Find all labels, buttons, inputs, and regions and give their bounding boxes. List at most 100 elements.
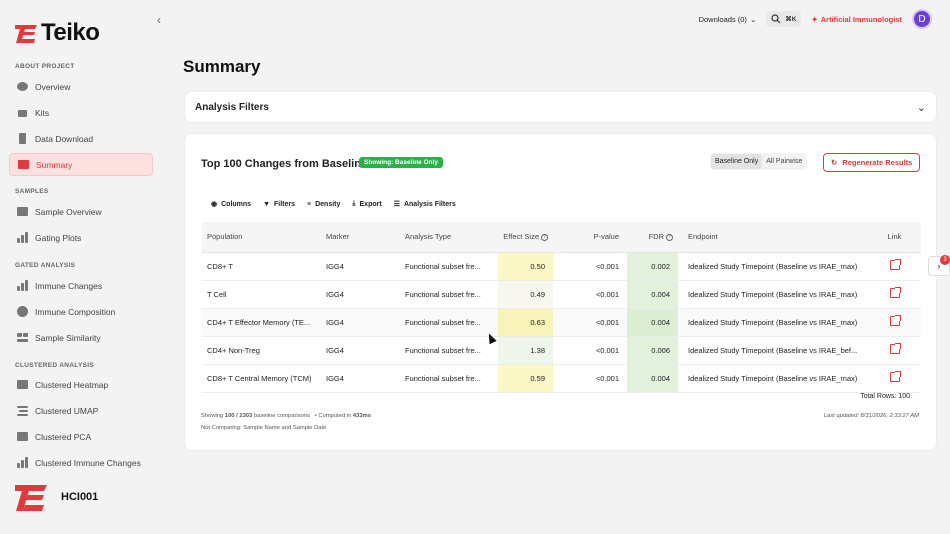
analysis-filters-button[interactable]: ☰ Analysis Filters (393, 200, 456, 209)
analysis-type-cell: Functional subset fre... (400, 308, 498, 337)
external-link-icon[interactable] (889, 371, 901, 382)
project-id: HCI001 (61, 491, 99, 503)
population-cell: T Cell (202, 280, 321, 309)
chevron-right-icon: › (937, 261, 941, 271)
sliders-icon: ☰ (393, 201, 400, 208)
sparkle-icon: ✦ (811, 14, 818, 24)
sidebar-item-label: Summary (36, 159, 73, 170)
results-title: Top 100 Changes from Baseline (201, 158, 368, 170)
density-button[interactable]: ≡ Density (307, 200, 340, 208)
sidebar-item-clustered-immune-changes[interactable]: Clustered Immune Changes (9, 451, 153, 474)
info-icon[interactable]: ? (541, 233, 548, 241)
sidebar-item-immune-changes[interactable]: Immune Changes (9, 274, 153, 297)
teiko-logo[interactable]: Teiko (15, 19, 100, 47)
p-value-cell: <0.001 (553, 336, 627, 365)
sidebar-item-gating-plots[interactable]: Gating Plots (9, 226, 153, 249)
toggle-baseline-only[interactable]: Baseline Only (711, 154, 763, 169)
regenerate-label: Regenerate Results (842, 158, 913, 167)
summary-icon (18, 159, 29, 170)
column-header-endpoint[interactable]: Endpoint (678, 222, 868, 253)
info-icon[interactable]: ? (666, 233, 673, 241)
avatar[interactable]: D (912, 9, 932, 29)
population-cell: CD4+ T Effector Memory (TE... (202, 308, 321, 337)
not-comparing-note: Not Comparing: Sample Name and Sample Da… (201, 425, 327, 431)
project-switcher[interactable]: HCI001 (15, 483, 98, 511)
marker-cell: IGG4 (321, 308, 400, 337)
column-header-analysis-type[interactable]: Analysis Type (400, 222, 498, 253)
sidebar-item-clustered-umap[interactable]: Clustered UMAP (9, 399, 153, 422)
population-cell: CD8+ T Central Memory (TCM) (202, 364, 321, 393)
regenerate-results-button[interactable]: ↻ Regenerate Results (823, 153, 921, 172)
clustered-heatmap-icon (17, 379, 28, 390)
computed-time: 433ms (352, 413, 371, 419)
filters-button[interactable]: ▼ Filters (263, 200, 295, 208)
sidebar-item-label: Clustered Heatmap (35, 379, 109, 390)
external-link-icon[interactable] (889, 287, 901, 298)
table-row[interactable]: CD4+ Non-Treg IGG4 Functional subset fre… (202, 336, 921, 365)
column-header-fdr[interactable]: FDR? (627, 222, 678, 253)
sidebar-item-kits[interactable]: Kits (9, 101, 153, 124)
sidebar-item-clustered-pca[interactable]: Clustered PCA (9, 425, 153, 448)
downloads-dropdown[interactable]: Downloads (0) ⌄ (699, 15, 757, 24)
sidebar-item-summary[interactable]: Summary (9, 153, 153, 176)
effect-size-label: Effect Size (503, 232, 539, 242)
table-row[interactable]: T Cell IGG4 Functional subset fre... 0.4… (202, 280, 921, 309)
columns-button[interactable]: ◉ Columns (211, 200, 251, 209)
analysis-filters-label: Analysis Filters (403, 200, 456, 208)
analysis-type-cell: Functional subset fre... (400, 280, 498, 309)
population-cell: CD4+ Non-Treg (202, 336, 321, 365)
fdr-cell: 0.004 (627, 308, 678, 337)
table-row[interactable]: CD8+ T Central Memory (TCM) IGG4 Functio… (202, 364, 921, 393)
table-row[interactable]: CD8+ T IGG4 Functional subset fre... 0.5… (202, 252, 921, 281)
sidebar-item-label: Sample Overview (35, 206, 102, 217)
link-cell (868, 280, 921, 309)
column-header-effect-size[interactable]: Effect Size? (498, 222, 553, 253)
filter-icon: ▼ (263, 200, 270, 208)
notification-badge: 3 (940, 255, 950, 265)
fdr-cell: 0.004 (627, 364, 678, 393)
artificial-immunologist-button[interactable]: ✦ Artificial Immunologist (811, 15, 902, 24)
sidebar-item-label: Immune Changes (35, 280, 103, 291)
status-badge: Showing: Baseline Only (359, 157, 444, 168)
external-link-icon[interactable] (889, 343, 901, 354)
table-row[interactable]: CD4+ T Effector Memory (TE... IGG4 Funct… (202, 308, 921, 337)
eye-icon: ◉ (211, 201, 218, 208)
immune-changes-icon (17, 280, 28, 291)
chevron-down-icon[interactable]: ⌄ (916, 101, 926, 114)
results-card: Top 100 Changes from Baseline Showing: B… (184, 133, 937, 451)
download-icon: ⤓ (352, 200, 356, 207)
external-link-icon[interactable] (889, 315, 901, 326)
column-header-p-value[interactable]: P-value (553, 222, 627, 253)
toggle-all-pairwise[interactable]: All Pairwise (766, 158, 803, 165)
population-cell: CD8+ T (202, 252, 321, 281)
sidebar-item-clustered-heatmap[interactable]: Clustered Heatmap (9, 373, 153, 396)
column-header-population[interactable]: Population (202, 222, 321, 253)
sample-overview-icon (17, 206, 28, 217)
analysis-type-cell: Functional subset fre... (400, 252, 498, 281)
effect-size-cell: 0.50 (498, 252, 553, 281)
marker-cell: IGG4 (321, 364, 400, 393)
kits-icon (17, 107, 28, 118)
showing-count: 100 / 2303 (224, 413, 253, 419)
sidebar-item-sample-similarity[interactable]: Sample Similarity (9, 326, 153, 349)
endpoint-cell: Idealized Study Timepoint (Baseline vs I… (678, 364, 868, 393)
sidebar-item-sample-overview[interactable]: Sample Overview (9, 200, 153, 223)
export-button[interactable]: ⤓ Export (352, 200, 381, 208)
topbar: Downloads (0) ⌄ ⌘K ✦ Artificial Immunolo… (699, 9, 932, 29)
analysis-filters-panel[interactable]: Analysis Filters ⌄ (184, 91, 937, 123)
search-button[interactable]: ⌘K (766, 11, 802, 27)
sidebar-item-overview[interactable]: Overview (9, 75, 153, 98)
sidebar: Teiko ‹ ABOUT PROJECT Overview Kits Data… (0, 0, 163, 534)
sidebar-item-data-download[interactable]: Data Download (9, 127, 153, 150)
p-value-cell: <0.001 (553, 252, 627, 281)
sidebar-item-immune-composition[interactable]: Immune Composition (9, 300, 153, 323)
export-label: Export (359, 200, 382, 208)
analysis-filters-title: Analysis Filters (195, 101, 269, 113)
link-cell (868, 336, 921, 365)
external-link-icon[interactable] (889, 259, 901, 270)
page-title: Summary (183, 57, 261, 76)
column-header-marker[interactable]: Marker (321, 222, 400, 253)
sidebar-item-label: Overview (35, 81, 71, 92)
filters-label: Filters (274, 200, 296, 208)
collapse-sidebar-icon[interactable]: ‹ (157, 13, 161, 27)
